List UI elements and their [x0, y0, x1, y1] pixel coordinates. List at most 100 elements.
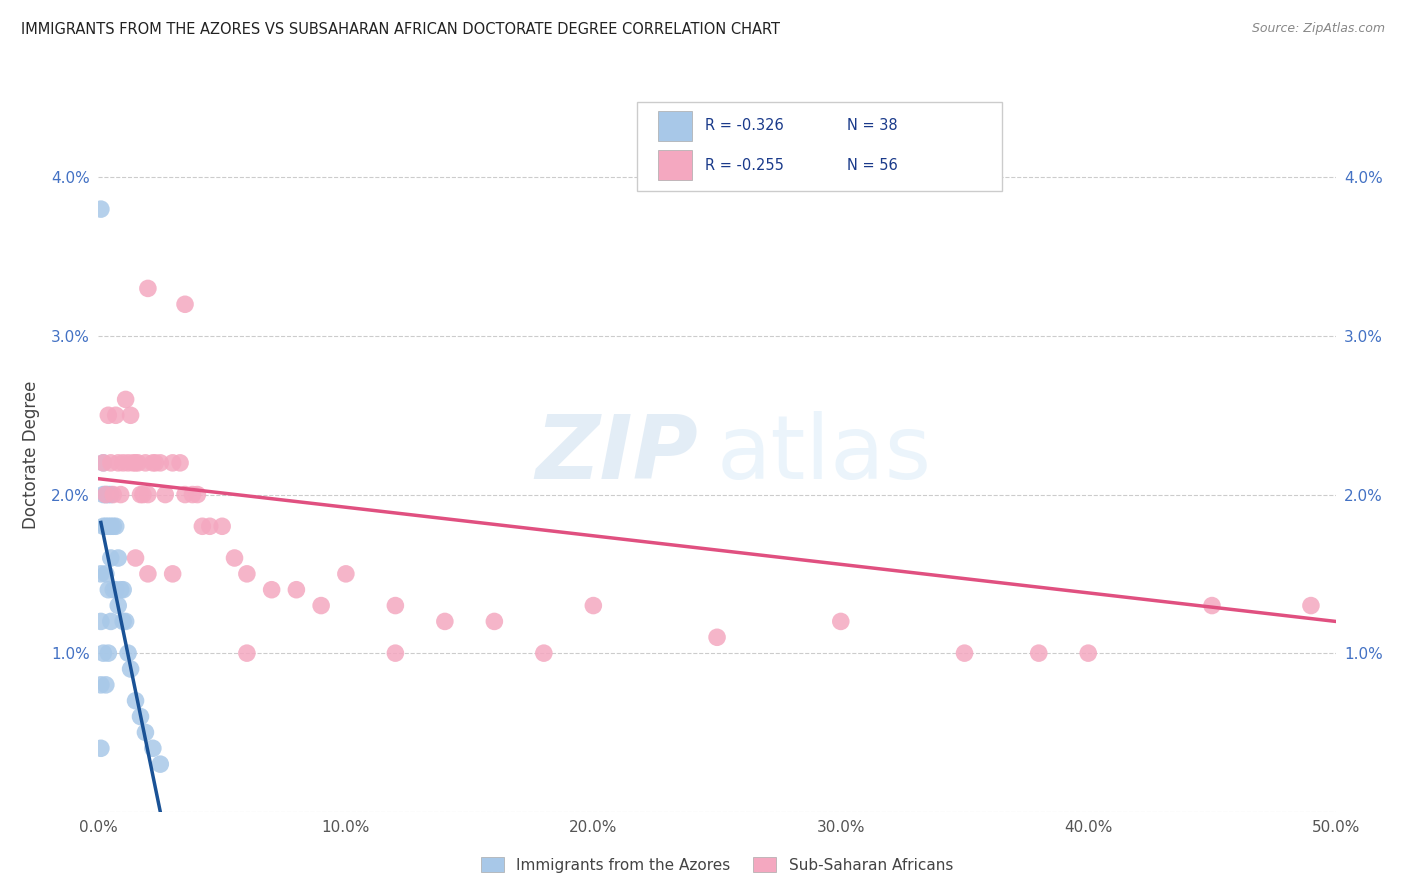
Point [174, 487, 197, 501]
Point [149, 456, 172, 470]
Point [134, 725, 156, 739]
Point [93, 519, 115, 533]
Text: Source: ZipAtlas.com: Source: ZipAtlas.com [1251, 22, 1385, 36]
Point [236, 646, 259, 660]
Point [110, 582, 132, 597]
Point [97, 519, 120, 533]
Point [127, 456, 149, 470]
Point [136, 281, 159, 295]
Point [582, 599, 605, 613]
Point [181, 487, 204, 501]
Point [120, 409, 142, 423]
Point [100, 487, 122, 501]
Point [1077, 646, 1099, 660]
Text: R = -0.326: R = -0.326 [704, 119, 783, 133]
Point [830, 615, 852, 629]
Y-axis label: Doctorate Degree: Doctorate Degree [22, 381, 41, 529]
Point [112, 582, 135, 597]
Point [309, 599, 332, 613]
Point [122, 456, 145, 470]
Point [103, 582, 125, 597]
Point [236, 566, 259, 581]
Text: IMMIGRANTS FROM THE AZORES VS SUBSAHARAN AFRICAN DOCTORATE DEGREE CORRELATION CH: IMMIGRANTS FROM THE AZORES VS SUBSAHARAN… [21, 22, 780, 37]
Point [103, 519, 125, 533]
Point [1028, 646, 1050, 660]
FancyBboxPatch shape [637, 102, 1001, 191]
Point [142, 456, 165, 470]
Point [90, 678, 112, 692]
Point [97, 646, 120, 660]
Point [1299, 599, 1322, 613]
Point [90, 566, 112, 581]
Point [533, 646, 555, 660]
Point [136, 487, 159, 501]
Point [384, 599, 406, 613]
Point [104, 582, 127, 597]
Point [132, 487, 155, 501]
Point [107, 551, 129, 566]
Point [97, 487, 120, 501]
Point [384, 646, 406, 660]
Point [97, 582, 120, 597]
FancyBboxPatch shape [658, 150, 692, 180]
Point [186, 487, 208, 501]
Point [97, 409, 120, 423]
FancyBboxPatch shape [658, 111, 692, 141]
Point [93, 456, 115, 470]
Text: N = 56: N = 56 [846, 158, 897, 173]
Point [120, 662, 142, 676]
Point [335, 566, 357, 581]
Text: N = 38: N = 38 [846, 119, 897, 133]
Point [129, 709, 152, 723]
Point [162, 456, 184, 470]
Point [112, 456, 135, 470]
Point [162, 566, 184, 581]
Point [224, 551, 246, 566]
Point [198, 519, 221, 533]
Point [285, 582, 308, 597]
Point [103, 487, 125, 501]
Point [124, 694, 146, 708]
Point [953, 646, 976, 660]
Point [124, 551, 146, 566]
Legend: Immigrants from the Azores, Sub-Saharan Africans: Immigrants from the Azores, Sub-Saharan … [475, 851, 959, 879]
Point [260, 582, 283, 597]
Point [191, 519, 214, 533]
Point [94, 678, 117, 692]
Text: ZIP: ZIP [536, 411, 699, 499]
Point [104, 409, 127, 423]
Point [484, 615, 506, 629]
Point [149, 757, 172, 772]
Point [93, 487, 115, 501]
Point [100, 456, 122, 470]
Point [136, 566, 159, 581]
Point [104, 519, 127, 533]
Text: atlas: atlas [717, 411, 932, 499]
Point [100, 615, 122, 629]
Point [107, 456, 129, 470]
Point [134, 456, 156, 470]
Point [107, 599, 129, 613]
Point [94, 487, 117, 501]
Point [93, 456, 115, 470]
Point [142, 741, 165, 756]
Point [94, 487, 117, 501]
Point [93, 646, 115, 660]
Point [110, 487, 132, 501]
Text: R = -0.255: R = -0.255 [704, 158, 783, 173]
Point [117, 646, 139, 660]
Point [90, 741, 112, 756]
Point [124, 456, 146, 470]
Point [100, 551, 122, 566]
Point [114, 615, 136, 629]
Point [112, 615, 135, 629]
Point [94, 566, 117, 581]
Point [1201, 599, 1223, 613]
Point [129, 487, 152, 501]
Point [143, 456, 166, 470]
Point [114, 392, 136, 407]
Point [174, 297, 197, 311]
Point [90, 615, 112, 629]
Point [169, 456, 191, 470]
Point [155, 487, 177, 501]
